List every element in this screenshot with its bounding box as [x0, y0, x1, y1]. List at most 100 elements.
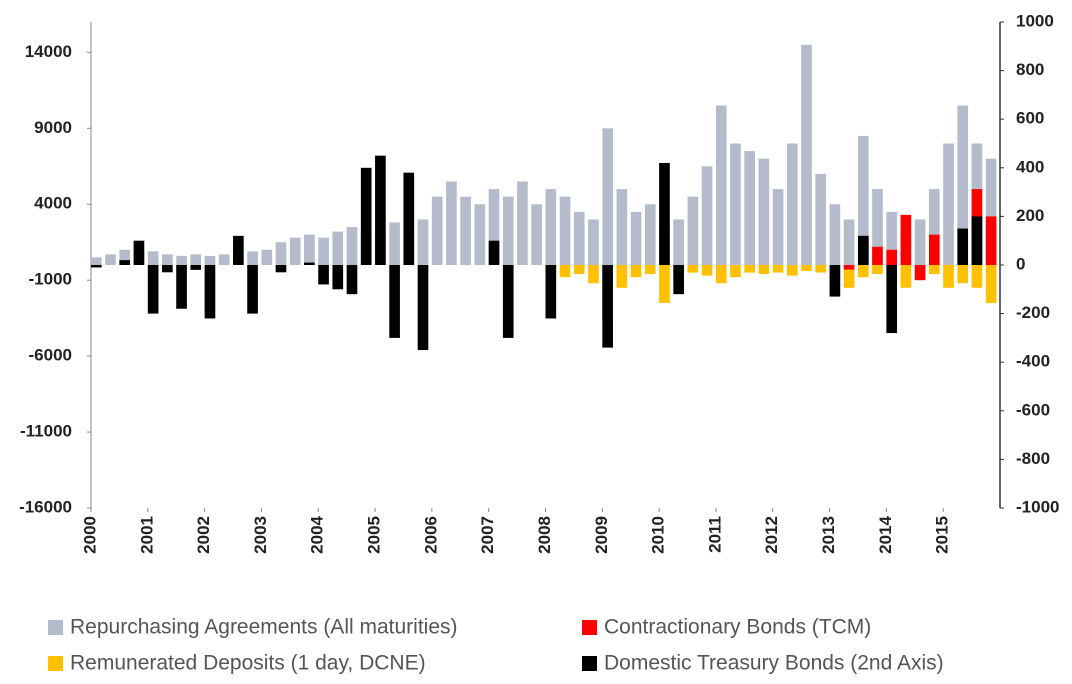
x-tick-label: 2004 — [308, 515, 327, 553]
y2-tick-label: -1000 — [1016, 497, 1059, 516]
x-tick-label: 2005 — [365, 516, 384, 554]
bar — [204, 255, 216, 265]
bar — [375, 155, 386, 265]
bar — [573, 211, 585, 265]
bar — [431, 196, 443, 265]
bar — [474, 204, 486, 265]
bar — [957, 105, 969, 265]
bar — [531, 204, 542, 265]
bar — [119, 249, 131, 265]
bar — [659, 162, 670, 265]
bar — [502, 265, 514, 338]
bar — [886, 249, 898, 265]
bar — [985, 265, 997, 303]
legend-swatch — [48, 656, 63, 671]
bar — [857, 265, 869, 278]
bar — [446, 181, 457, 265]
bar — [417, 265, 429, 351]
x-tick-label: 2015 — [933, 516, 952, 554]
bar — [162, 265, 173, 273]
bar — [943, 143, 954, 265]
y2-tick-label: 1000 — [1016, 11, 1054, 30]
bar — [176, 255, 187, 265]
bar — [360, 167, 372, 265]
bar — [147, 265, 159, 314]
bar — [261, 249, 273, 265]
bar — [502, 196, 514, 265]
bar — [218, 254, 230, 265]
bar — [119, 260, 131, 265]
bar — [389, 265, 400, 338]
legend-label: Repurchasing Agreements (All maturities) — [70, 616, 458, 639]
bar — [559, 265, 571, 278]
bar — [829, 265, 841, 297]
bar — [233, 235, 244, 265]
bar — [275, 242, 287, 265]
bar — [829, 204, 841, 265]
y2-tick-label: 0 — [1016, 254, 1025, 273]
x-tick-label: 2006 — [421, 516, 440, 554]
bar — [659, 265, 670, 303]
bar — [715, 105, 727, 265]
y2-tick-label: -400 — [1016, 352, 1050, 371]
bar — [517, 181, 528, 265]
bar — [133, 240, 145, 265]
bar — [857, 135, 869, 265]
bar — [943, 265, 954, 288]
bar — [673, 219, 684, 265]
legend-label: Contractionary Bonds (TCM) — [604, 616, 871, 639]
bar — [304, 262, 315, 265]
bar — [715, 265, 727, 284]
bar — [318, 237, 329, 265]
bar — [701, 265, 713, 276]
y-tick-label: -16000 — [19, 497, 72, 516]
x-tick-label: 2009 — [592, 516, 611, 554]
y-tick-label: -1000 — [29, 270, 72, 289]
bar — [687, 196, 699, 265]
x-tick-label: 2000 — [80, 516, 99, 554]
bar — [318, 265, 329, 285]
bar — [630, 211, 642, 265]
bar — [857, 235, 869, 265]
x-tick-label: 2011 — [705, 516, 724, 553]
y2-tick-label: 800 — [1016, 60, 1044, 79]
x-tick-label: 2001 — [137, 516, 156, 554]
bar — [801, 44, 812, 265]
bar — [602, 265, 613, 348]
bar — [247, 265, 258, 314]
y2-tick-label: -200 — [1016, 303, 1050, 322]
bar — [815, 265, 827, 273]
bar — [900, 214, 912, 265]
bar — [886, 265, 898, 334]
bar — [872, 189, 883, 265]
y2-tick-label: -600 — [1016, 400, 1050, 419]
bar — [758, 158, 770, 265]
bar — [985, 216, 997, 265]
x-tick-label: 2003 — [251, 516, 270, 554]
x-tick-label: 2010 — [649, 516, 668, 554]
y-tick-label: 4000 — [34, 194, 72, 213]
bar — [801, 265, 812, 272]
bar — [900, 265, 912, 288]
bar — [275, 265, 287, 273]
bar — [545, 265, 557, 319]
bar — [332, 231, 344, 265]
y-tick-label: -6000 — [29, 346, 72, 365]
bar — [616, 265, 628, 288]
bar — [162, 254, 173, 265]
bar — [147, 251, 159, 265]
bar — [744, 151, 755, 265]
bar — [772, 265, 784, 273]
bar — [247, 251, 258, 265]
bar — [843, 219, 855, 265]
bar — [843, 265, 855, 270]
bar — [602, 128, 613, 265]
bar — [786, 143, 798, 265]
bar — [630, 265, 642, 278]
bar — [957, 265, 969, 284]
bar — [105, 254, 116, 265]
bar — [304, 234, 315, 265]
x-tick-label: 2007 — [478, 516, 497, 554]
bar — [545, 189, 557, 265]
